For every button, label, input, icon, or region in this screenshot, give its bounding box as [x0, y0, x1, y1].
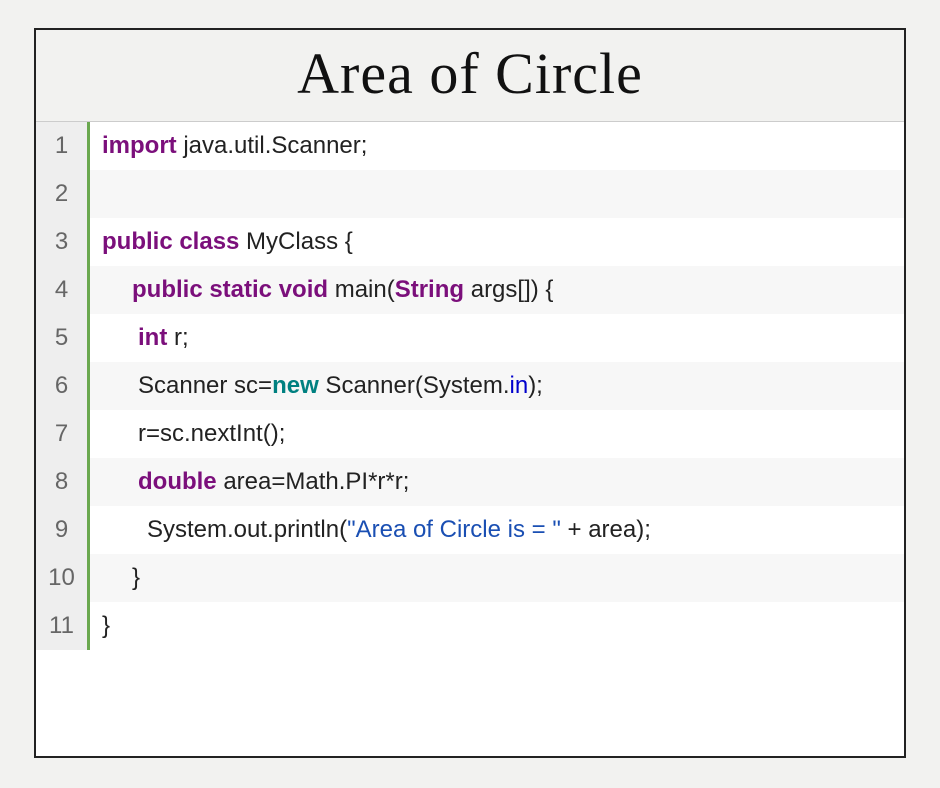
line-number: 4 — [36, 266, 90, 314]
code-row: 2 — [36, 170, 904, 218]
line-number: 11 — [36, 602, 90, 650]
token-plain: MyClass { — [239, 228, 352, 256]
code-row: 11} — [36, 602, 904, 650]
line-number: 5 — [36, 314, 90, 362]
token-plain: System.out.println( — [147, 516, 347, 544]
token-kw: String — [395, 276, 464, 304]
token-plain: r=sc.nextInt(); — [138, 420, 285, 448]
token-kw: public class — [102, 228, 239, 256]
token-field: in — [510, 372, 529, 400]
title-bar: Area of Circle — [36, 30, 904, 121]
code-row: 7 r=sc.nextInt(); — [36, 410, 904, 458]
code-line: } — [90, 602, 110, 650]
line-number: 2 — [36, 170, 90, 218]
line-number: 6 — [36, 362, 90, 410]
code-row: 6Scanner sc=new Scanner(System.in); — [36, 362, 904, 410]
code-line: System.out.println("Area of Circle is = … — [90, 506, 651, 554]
token-plain: r; — [167, 324, 188, 352]
code-line: } — [90, 554, 140, 602]
line-number: 9 — [36, 506, 90, 554]
code-row: 5int r; — [36, 314, 904, 362]
token-plain: java.util.Scanner; — [177, 132, 368, 160]
code-line: Scanner sc=new Scanner(System.in); — [90, 362, 543, 410]
code-line — [90, 170, 102, 218]
code-row: 8double area=Math.PI*r*r; — [36, 458, 904, 506]
code-row: 10} — [36, 554, 904, 602]
line-number: 1 — [36, 122, 90, 170]
token-str: "Area of Circle is = " — [347, 516, 561, 544]
code-row: 3public class MyClass { — [36, 218, 904, 266]
token-kw: public static void — [132, 276, 328, 304]
code-row: 9System.out.println("Area of Circle is =… — [36, 506, 904, 554]
code-block: 1import java.util.Scanner;23public class… — [36, 121, 904, 756]
line-number: 8 — [36, 458, 90, 506]
code-line: double area=Math.PI*r*r; — [90, 458, 409, 506]
line-number: 3 — [36, 218, 90, 266]
token-plain: ); — [528, 372, 543, 400]
token-plain: args[]) { — [464, 276, 553, 304]
token-kw: import — [102, 132, 177, 160]
token-plain: Scanner sc= — [138, 372, 272, 400]
token-kw2: new — [272, 372, 319, 400]
code-row: 1import java.util.Scanner; — [36, 122, 904, 170]
code-line: public class MyClass { — [90, 218, 353, 266]
code-line: import java.util.Scanner; — [90, 122, 367, 170]
token-kw: int — [138, 324, 167, 352]
token-plain: + area); — [561, 516, 651, 544]
token-kw: double — [138, 468, 217, 496]
token-plain: area=Math.PI*r*r; — [217, 468, 410, 496]
token-plain: } — [102, 612, 110, 640]
token-plain: Scanner(System. — [319, 372, 510, 400]
document-frame: Area of Circle 1import java.util.Scanner… — [34, 28, 906, 758]
line-number: 10 — [36, 554, 90, 602]
line-number: 7 — [36, 410, 90, 458]
token-plain: main( — [328, 276, 395, 304]
code-line: int r; — [90, 314, 189, 362]
code-line: r=sc.nextInt(); — [90, 410, 285, 458]
code-row: 4public static void main(String args[]) … — [36, 266, 904, 314]
token-plain: } — [132, 564, 140, 592]
page-title: Area of Circle — [36, 40, 904, 107]
code-line: public static void main(String args[]) { — [90, 266, 553, 314]
